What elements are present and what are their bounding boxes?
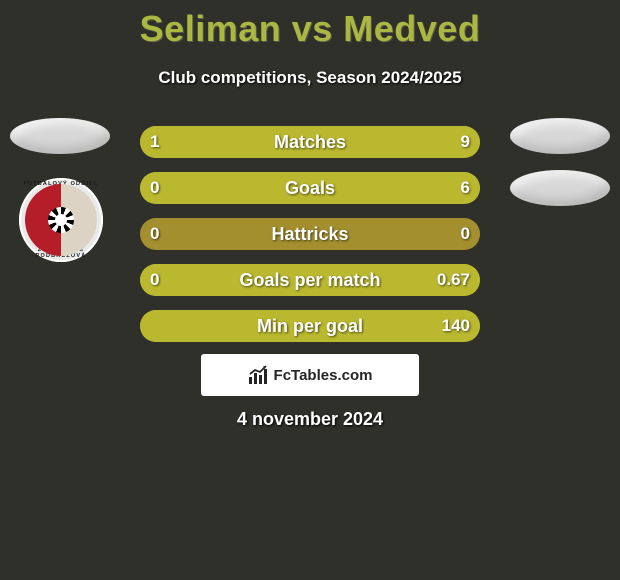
stat-row: 140Min per goal [0,310,620,356]
stat-row: 06Goals [0,172,620,218]
footer-brand-text: FcTables.com [274,367,373,384]
stat-row: 19Matches [0,126,620,172]
stat-bar: 00.67Goals per match [140,264,480,296]
stat-label: Min per goal [140,310,480,342]
stat-bar: 00Hattricks [140,218,480,250]
stat-label: Goals [140,172,480,204]
stat-label: Matches [140,126,480,158]
stats-container: 19Matches 06Goals 00Hattricks 00.67Goals pe… [0,126,620,356]
chart-icon [248,365,270,385]
footer-brand-box[interactable]: FcTables.com [201,354,419,396]
date-text: 4 november 2024 [0,409,620,430]
stat-label: Goals per match [140,264,480,296]
page-title: Seliman vs Medved [0,0,620,50]
stat-label: Hattricks [140,218,480,250]
stat-bar: 19Matches [140,126,480,158]
subtitle: Club competitions, Season 2024/2025 [0,68,620,88]
stat-bar: 06Goals [140,172,480,204]
stat-row: 00Hattricks [0,218,620,264]
stat-row: 00.67Goals per match [0,264,620,310]
stat-bar: 140Min per goal [140,310,480,342]
